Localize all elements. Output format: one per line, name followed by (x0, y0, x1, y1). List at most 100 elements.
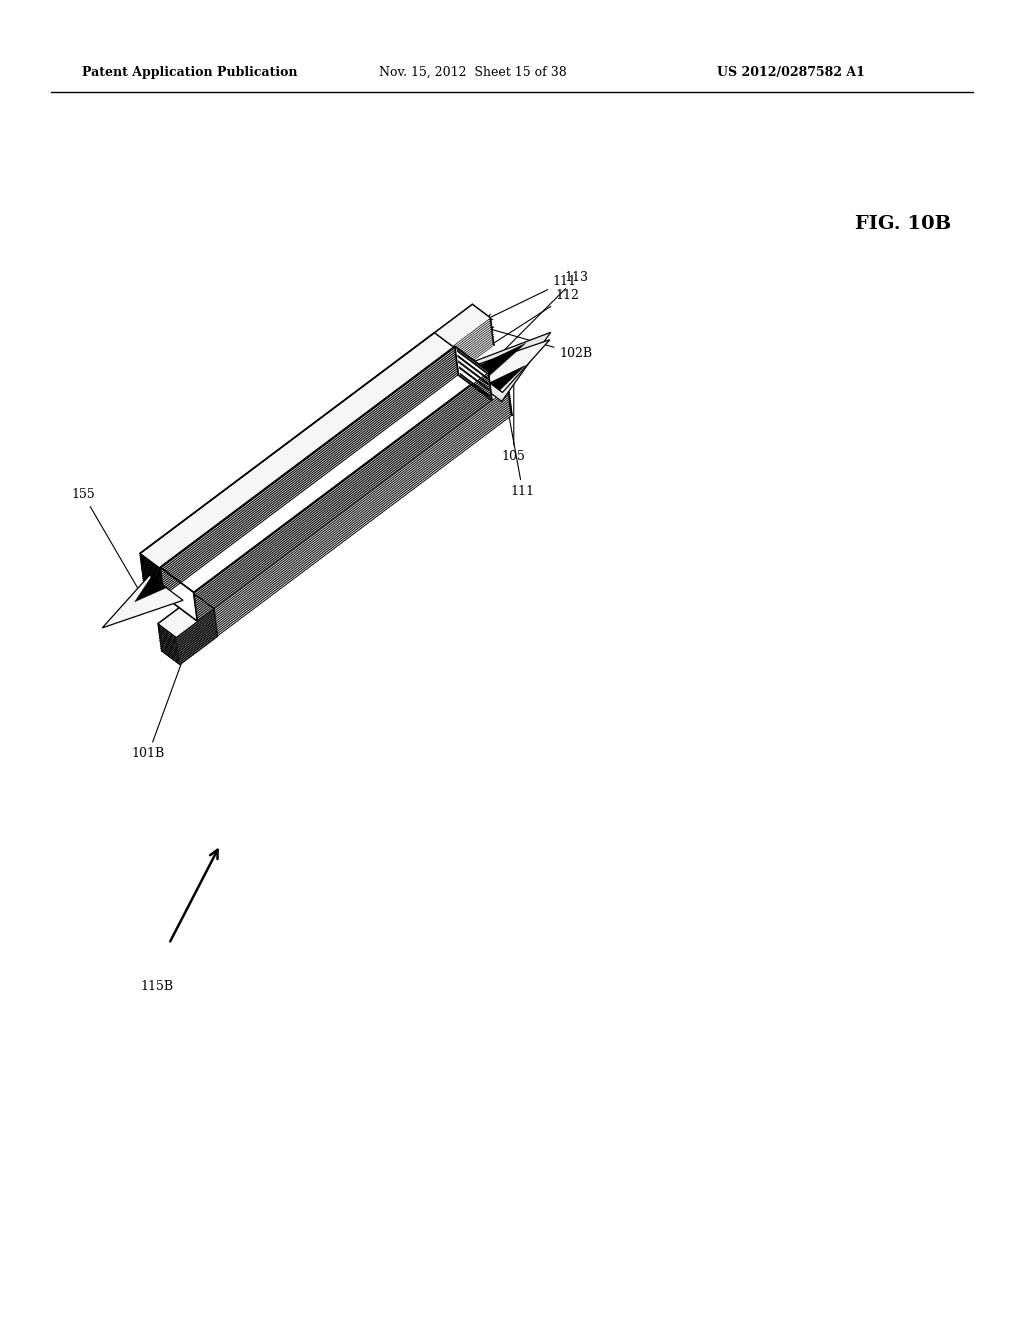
Polygon shape (135, 577, 166, 602)
Polygon shape (436, 345, 511, 401)
Polygon shape (160, 636, 178, 651)
Polygon shape (473, 306, 492, 321)
Polygon shape (178, 623, 216, 652)
Polygon shape (435, 334, 509, 391)
Polygon shape (180, 636, 218, 665)
Polygon shape (177, 618, 215, 647)
Polygon shape (160, 610, 216, 652)
Polygon shape (459, 367, 489, 391)
Polygon shape (142, 352, 437, 574)
Polygon shape (141, 561, 215, 618)
Polygon shape (141, 564, 216, 620)
Polygon shape (459, 360, 488, 385)
Polygon shape (176, 609, 214, 638)
Polygon shape (159, 603, 197, 632)
Polygon shape (140, 337, 509, 612)
Polygon shape (179, 630, 217, 659)
Polygon shape (160, 607, 216, 649)
Polygon shape (489, 366, 525, 391)
Polygon shape (161, 615, 217, 657)
Polygon shape (140, 553, 214, 610)
Polygon shape (438, 331, 476, 360)
Polygon shape (141, 341, 510, 618)
Polygon shape (143, 579, 218, 636)
Polygon shape (434, 304, 490, 346)
Polygon shape (469, 339, 550, 392)
Polygon shape (158, 623, 176, 638)
Polygon shape (140, 334, 509, 611)
Polygon shape (472, 304, 492, 318)
Polygon shape (160, 611, 216, 653)
Polygon shape (437, 352, 512, 409)
Text: 115B: 115B (140, 979, 173, 993)
Polygon shape (160, 346, 488, 593)
Polygon shape (140, 334, 435, 556)
Polygon shape (457, 333, 551, 401)
Polygon shape (474, 321, 494, 335)
Polygon shape (160, 607, 198, 636)
Polygon shape (437, 329, 495, 371)
Polygon shape (435, 312, 492, 355)
Polygon shape (434, 304, 472, 333)
Polygon shape (436, 321, 494, 363)
Polygon shape (159, 632, 177, 647)
Polygon shape (161, 618, 217, 660)
Polygon shape (437, 356, 512, 413)
Polygon shape (159, 603, 215, 645)
Polygon shape (436, 317, 493, 359)
Polygon shape (473, 310, 492, 325)
Polygon shape (158, 595, 214, 638)
Polygon shape (160, 568, 198, 622)
Polygon shape (435, 306, 473, 335)
Polygon shape (142, 574, 217, 631)
Polygon shape (460, 374, 489, 397)
Polygon shape (141, 343, 436, 565)
Polygon shape (177, 615, 215, 644)
Polygon shape (143, 359, 512, 636)
Polygon shape (179, 632, 217, 661)
Polygon shape (142, 348, 436, 570)
Polygon shape (475, 329, 495, 343)
Polygon shape (475, 322, 494, 337)
Polygon shape (437, 351, 511, 408)
Polygon shape (437, 326, 475, 356)
Text: 101B: 101B (132, 645, 188, 760)
Polygon shape (140, 560, 215, 616)
Polygon shape (159, 630, 177, 644)
Polygon shape (437, 355, 512, 412)
Polygon shape (161, 622, 199, 651)
Text: Patent Application Publication: Patent Application Publication (82, 66, 297, 79)
Polygon shape (141, 343, 510, 619)
Text: 111: 111 (486, 275, 577, 319)
Polygon shape (476, 331, 495, 346)
Text: 105: 105 (502, 368, 525, 463)
Polygon shape (159, 634, 178, 648)
Polygon shape (474, 314, 493, 329)
Text: Nov. 15, 2012  Sheet 15 of 38: Nov. 15, 2012 Sheet 15 of 38 (379, 66, 566, 79)
Polygon shape (437, 329, 475, 358)
Polygon shape (436, 317, 474, 346)
Polygon shape (159, 606, 197, 635)
Polygon shape (438, 359, 512, 416)
Polygon shape (475, 326, 494, 342)
Polygon shape (436, 348, 511, 405)
Polygon shape (159, 606, 215, 648)
Polygon shape (140, 557, 215, 614)
Polygon shape (436, 321, 474, 350)
Polygon shape (473, 312, 493, 327)
Polygon shape (474, 318, 493, 333)
Polygon shape (141, 568, 216, 624)
Polygon shape (435, 308, 473, 337)
Polygon shape (141, 341, 435, 562)
Polygon shape (437, 322, 494, 364)
Polygon shape (142, 351, 437, 573)
Polygon shape (179, 627, 217, 657)
Polygon shape (179, 634, 217, 663)
Polygon shape (160, 614, 198, 643)
Polygon shape (142, 355, 437, 577)
Polygon shape (437, 325, 494, 367)
Text: 113: 113 (487, 271, 589, 367)
Polygon shape (472, 363, 502, 378)
Text: 111: 111 (501, 383, 535, 498)
Polygon shape (437, 322, 475, 351)
